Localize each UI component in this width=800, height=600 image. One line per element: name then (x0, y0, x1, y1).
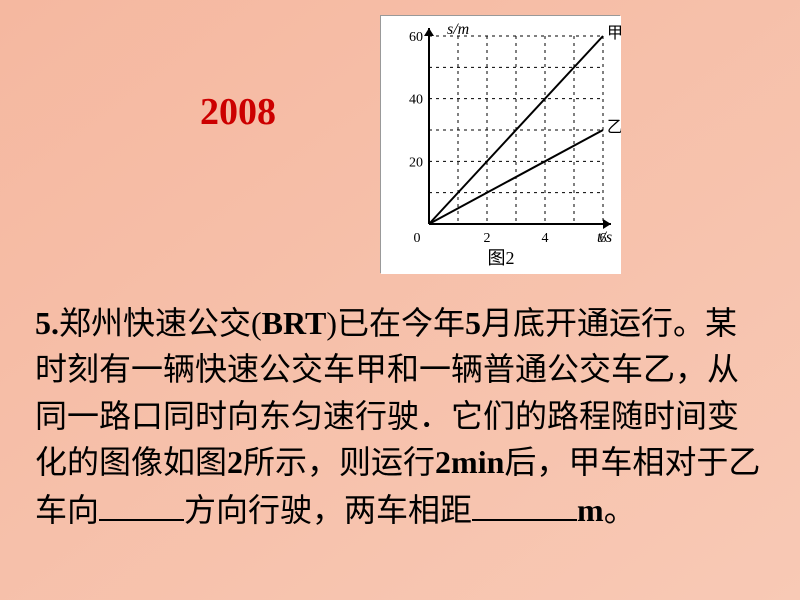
svg-text:图2: 图2 (488, 248, 515, 268)
figure-number: 2 (227, 444, 243, 480)
distance-time-chart: 2462040600s/mt/s甲乙图2 (380, 15, 620, 273)
svg-text:乙: 乙 (607, 119, 621, 136)
question-text: 5.郑州快速公交(BRT)已在今年5月底开通运行。某时刻有一辆快速公交车甲和一辆… (35, 300, 765, 533)
svg-text:4: 4 (542, 231, 549, 246)
q-seg-1: )已在今年 (326, 305, 465, 341)
question-number: 5. (35, 305, 59, 341)
duration-number: 2 (435, 444, 451, 480)
svg-text:40: 40 (409, 93, 423, 108)
brt-acronym: BRT (262, 305, 327, 341)
blank-distance (472, 486, 577, 521)
chart-svg: 2462040600s/mt/s甲乙图2 (381, 16, 621, 274)
svg-text:2: 2 (484, 231, 491, 246)
q-seg-3: 所示，则运行 (243, 444, 435, 480)
svg-text:60: 60 (409, 30, 423, 45)
svg-text:甲: 甲 (607, 25, 621, 42)
q-seg-6: 。 (604, 492, 636, 528)
year-heading: 2008 (200, 90, 276, 134)
svg-text:t/s: t/s (597, 229, 612, 246)
blank-direction (99, 486, 184, 521)
q-seg-0: 郑州快速公交( (59, 305, 262, 341)
svg-text:0: 0 (414, 231, 421, 246)
unit-m: m (577, 492, 604, 528)
svg-text:s/m: s/m (447, 21, 469, 38)
month-number: 5 (465, 305, 481, 341)
svg-text:20: 20 (409, 155, 423, 170)
duration-unit: min (451, 444, 504, 480)
q-seg-5: 方向行驶，两车相距 (184, 492, 472, 528)
